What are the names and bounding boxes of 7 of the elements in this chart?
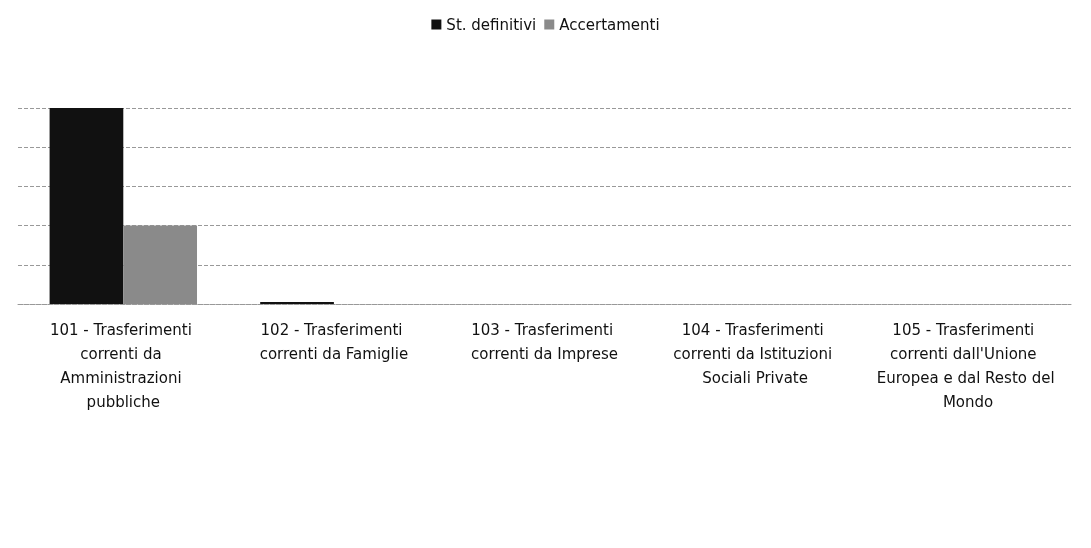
x-tick-label: 102 - Trasferimenti correnti da Famiglie — [259, 321, 409, 363]
x-tick-label: 103 - Trasferimenti correnti da Imprese — [471, 321, 618, 363]
x-tick-label: 104 - Trasferimenti correnti da Istituzioni Sociali Private — [673, 321, 837, 387]
legend-label: St. definitivi — [446, 15, 537, 34]
x-tick-label: 101 - Trasferimenti correnti da Amministrazioni pubbliche — [49, 321, 197, 411]
x-tick-label: 105 - Trasferimenti correnti dall'Unione Europea e dal Resto del Mondo — [876, 321, 1055, 411]
legend-label: Accertamenti — [559, 15, 660, 34]
